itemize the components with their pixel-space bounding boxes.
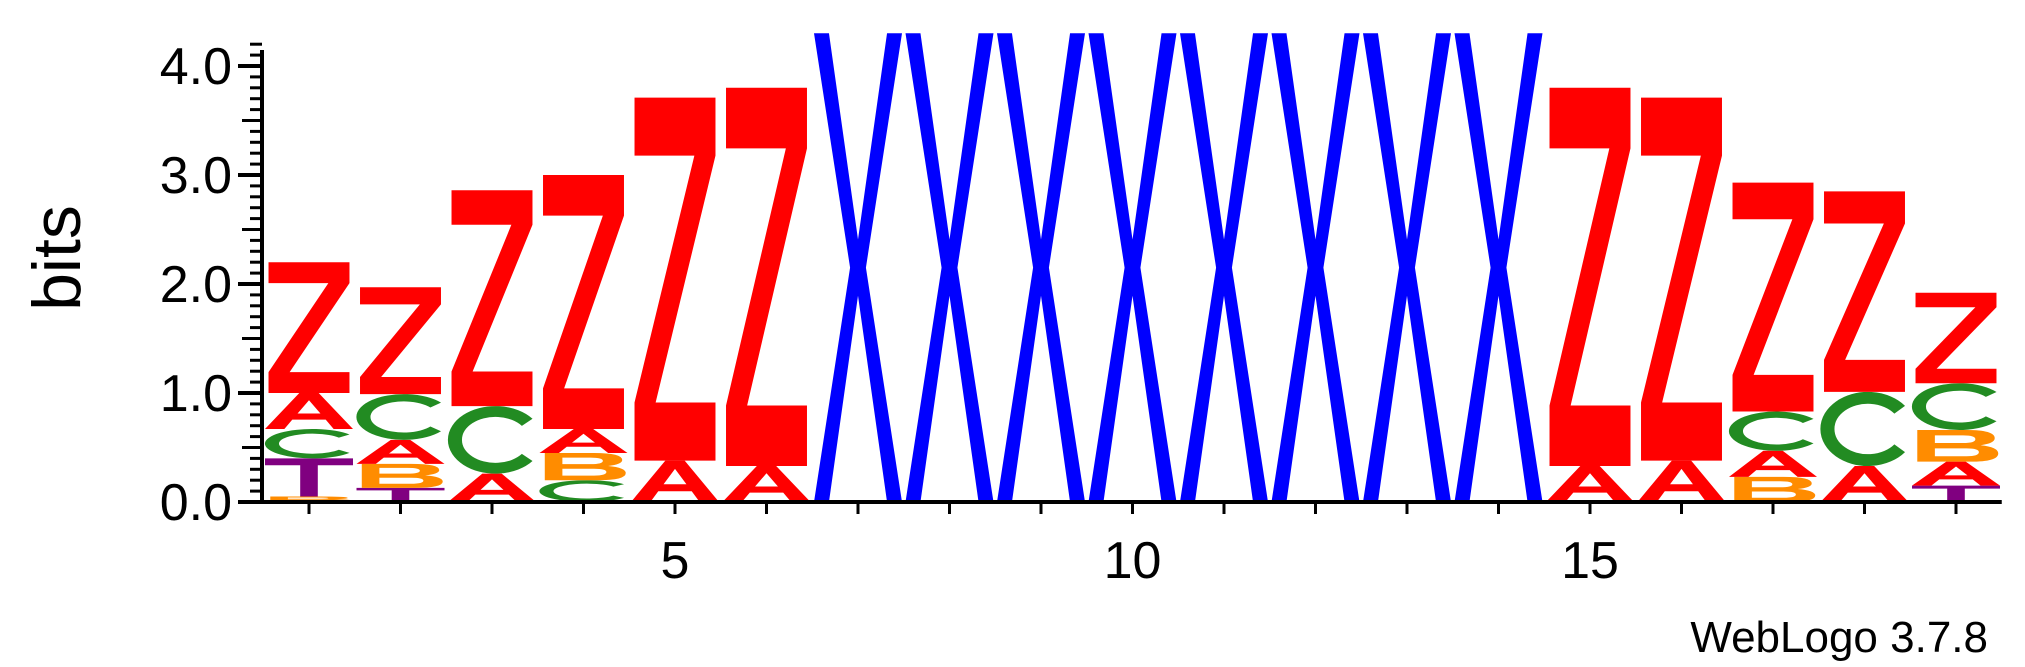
x-tick-label: 10 <box>1104 532 1162 590</box>
stack-position-10 <box>1088 33 1177 503</box>
logo-letter-Z <box>360 287 441 395</box>
stack-position-3 <box>447 190 536 502</box>
stack-position-11 <box>1180 33 1268 503</box>
logo-letter-B <box>1917 430 1999 462</box>
logo-letter-Z <box>726 87 807 467</box>
logo-letter-Z <box>1915 292 1997 384</box>
stack-position-17 <box>1729 182 1817 502</box>
logo-letter-A <box>1820 466 1909 502</box>
y-axis-label: bits <box>19 205 95 311</box>
logo-letter-C <box>265 428 350 459</box>
logo-letter-T <box>1912 485 2000 502</box>
stack-position-16 <box>1637 97 1726 502</box>
stack-position-5 <box>631 97 719 502</box>
logo-letter-A <box>722 466 811 502</box>
logo-letter-A <box>1637 460 1726 502</box>
y-tick-label: 1.0 <box>160 365 232 423</box>
stack-position-14 <box>1454 33 1543 503</box>
stack-position-18 <box>1820 191 1909 502</box>
stack-position-12 <box>1271 33 1360 503</box>
x-tick-label: 5 <box>661 532 690 590</box>
logo-letter-C <box>539 480 625 502</box>
logo-letter-Z <box>634 97 716 461</box>
logo-stacks <box>265 33 2000 503</box>
logo-letter-X <box>997 33 1085 503</box>
logo-letter-Z <box>543 175 624 429</box>
logo-letter-C <box>1912 383 1997 431</box>
logo-letter-B <box>270 496 352 502</box>
logo-letter-A <box>631 460 719 502</box>
logo-letter-T <box>265 458 353 497</box>
axes: 0.0 1.0 2.0 3.0 4.0 5 10 15 <box>160 38 2002 590</box>
x-tick-label: 15 <box>1561 532 1619 590</box>
logo-letter-A <box>1546 466 1634 502</box>
logo-letter-Z <box>1641 97 1722 461</box>
logo-letter-B <box>1734 476 1816 502</box>
logo-letter-X <box>1363 33 1451 503</box>
weblogo-credit: WebLogo 3.7.8 <box>1690 613 1988 662</box>
logo-letter-X <box>905 33 994 503</box>
logo-letter-X <box>1180 33 1268 503</box>
logo-letter-C <box>1729 411 1814 451</box>
stack-position-15 <box>1546 87 1634 502</box>
logo-letter-C <box>447 406 533 474</box>
logo-letter-B <box>544 452 626 481</box>
y-tick-label: 2.0 <box>160 256 232 314</box>
logo-letter-T <box>356 487 445 502</box>
stack-position-9 <box>997 33 1085 503</box>
logo-letter-B <box>361 463 443 488</box>
logo-letter-Z <box>451 190 533 407</box>
logo-letter-A <box>1729 450 1817 477</box>
stack-position-2 <box>356 287 445 502</box>
logo-letter-A <box>539 428 628 453</box>
stack-position-6 <box>722 87 811 502</box>
logo-letter-A <box>1912 461 2000 486</box>
logo-letter-A <box>265 393 353 429</box>
stack-position-1 <box>265 262 353 502</box>
stack-position-8 <box>905 33 994 503</box>
logo-letter-C <box>356 394 442 440</box>
logo-letter-X <box>1088 33 1177 503</box>
logo-letter-X <box>814 33 902 503</box>
logo-letter-A <box>356 439 445 464</box>
y-tick-label: 0.0 <box>160 474 232 532</box>
logo-letter-Z <box>1732 182 1814 412</box>
logo-letter-Z <box>268 262 350 393</box>
y-tick-label: 3.0 <box>160 147 232 205</box>
stack-position-7 <box>814 33 902 503</box>
y-tick-label: 4.0 <box>160 38 232 96</box>
logo-letter-A <box>448 473 536 502</box>
logo-letter-C <box>1820 391 1906 467</box>
stack-position-4 <box>539 175 628 502</box>
logo-letter-X <box>1454 33 1543 503</box>
stack-position-13 <box>1363 33 1451 503</box>
logo-letter-Z <box>1824 191 1905 392</box>
logo-letter-X <box>1271 33 1360 503</box>
logo-letter-Z <box>1549 87 1631 467</box>
stack-position-19 <box>1912 292 2000 502</box>
